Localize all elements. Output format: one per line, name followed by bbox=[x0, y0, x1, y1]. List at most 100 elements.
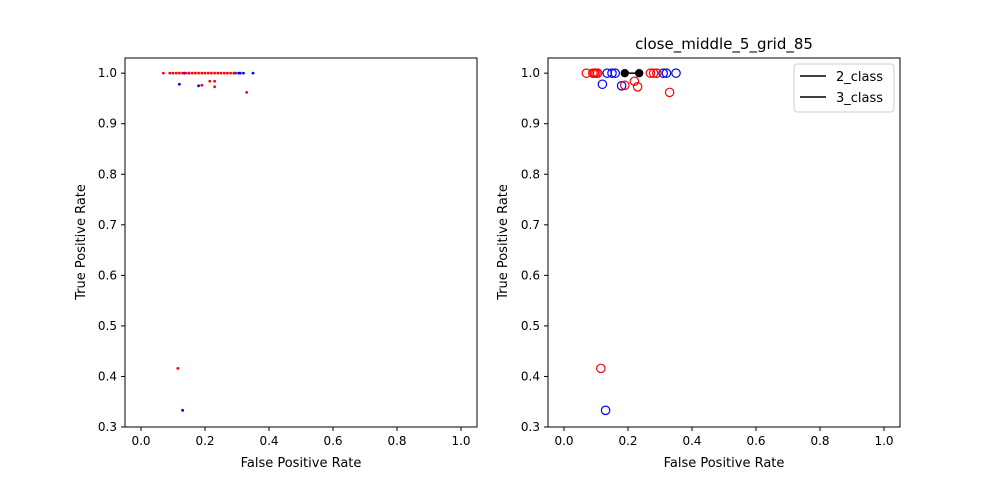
legend: 2_class 3_class bbox=[793, 63, 895, 113]
left-red-point bbox=[210, 71, 213, 75]
right-red-point bbox=[651, 68, 662, 78]
right-y-ticks: 0.3 0.4 0.5 0.6 0.7 0.8 0.9 1.0 bbox=[521, 66, 548, 434]
left-red-point bbox=[174, 71, 178, 75]
right-y-tick-label: 0.7 bbox=[521, 218, 540, 232]
left-y-tick-label: 0.3 bbox=[98, 420, 117, 434]
right-y-axis-label: True Positive Rate bbox=[496, 184, 511, 301]
left-y-tick-label: 0.8 bbox=[98, 167, 117, 181]
right-plot-frame bbox=[547, 57, 901, 428]
left-blue-point bbox=[181, 408, 185, 412]
right-blue-point bbox=[658, 68, 668, 78]
left-plot-frame bbox=[124, 57, 478, 428]
left-x-tick-label: 0.0 bbox=[131, 434, 150, 448]
left-x-tick-label: 0.6 bbox=[323, 434, 342, 448]
left-red-point bbox=[200, 71, 204, 75]
left-red-point bbox=[181, 71, 185, 75]
right-scatter-plot: close_middle_5_grid_85 0.0 0.2 0.4 0.6 0.8 1.… bbox=[496, 35, 901, 471]
right-red-point bbox=[595, 363, 606, 374]
right-blue-point bbox=[597, 79, 608, 90]
right-blue-point bbox=[610, 68, 620, 78]
left-y-ticks: 0.3 0.4 0.5 0.6 0.7 0.8 0.9 1.0 bbox=[98, 66, 125, 434]
left-blue-point bbox=[178, 82, 181, 86]
right-red-point bbox=[632, 82, 643, 92]
left-y-tick-label: 0.9 bbox=[98, 117, 117, 131]
right-red-point bbox=[619, 80, 630, 91]
left-red-point bbox=[213, 79, 217, 83]
left-y-axis-label: True Positive Rate bbox=[74, 184, 89, 301]
left-red-point bbox=[206, 71, 210, 75]
right-y-tick-label: 0.6 bbox=[521, 268, 540, 282]
left-red-point bbox=[213, 85, 217, 89]
right-blue-point bbox=[607, 68, 617, 78]
right-blue-point bbox=[600, 405, 611, 416]
left-red-point bbox=[171, 71, 175, 75]
right-y-tick-label: 0.5 bbox=[521, 319, 540, 333]
left-y-tick-label: 0.4 bbox=[98, 369, 117, 383]
legend-label-3-class: 3_class bbox=[836, 91, 883, 106]
right-x-tick-label: 0.0 bbox=[554, 434, 573, 448]
left-red-point bbox=[222, 71, 226, 75]
left-x-ticks: 0.0 0.2 0.4 0.6 0.8 1.0 bbox=[131, 427, 471, 448]
right-red-point bbox=[648, 68, 659, 78]
left-x-tick-label: 1.0 bbox=[451, 434, 470, 448]
left-red-point bbox=[187, 71, 191, 75]
right-red-point bbox=[664, 87, 675, 98]
left-red-point bbox=[162, 71, 165, 75]
left-x-tick-label: 0.4 bbox=[259, 434, 278, 448]
left-red-point bbox=[176, 366, 180, 370]
left-blue-point bbox=[242, 71, 245, 75]
right-x-tick-label: 1.0 bbox=[874, 434, 893, 448]
right-plot-title: close_middle_5_grid_85 bbox=[635, 35, 813, 54]
left-blue-point bbox=[197, 84, 201, 88]
left-red-point bbox=[245, 90, 249, 94]
left-red-point bbox=[226, 71, 229, 75]
left-plot-marks bbox=[162, 71, 255, 412]
right-y-tick-label: 0.8 bbox=[521, 167, 540, 181]
right-highlight-point bbox=[635, 68, 644, 78]
left-y-tick-label: 1.0 bbox=[98, 66, 117, 80]
right-x-tick-label: 0.6 bbox=[746, 434, 765, 448]
right-blue-point bbox=[616, 81, 627, 91]
left-x-tick-label: 0.2 bbox=[195, 434, 214, 448]
right-y-tick-label: 0.4 bbox=[521, 369, 540, 383]
left-red-point bbox=[216, 71, 220, 75]
left-red-point bbox=[194, 71, 197, 75]
right-red-point bbox=[592, 68, 603, 78]
left-red-point bbox=[200, 83, 204, 87]
right-y-tick-label: 1.0 bbox=[521, 66, 540, 80]
left-blue-point bbox=[251, 71, 255, 75]
right-highlight-point bbox=[620, 68, 629, 78]
left-y-tick-label: 0.7 bbox=[98, 218, 117, 232]
left-x-axis-label: False Positive Rate bbox=[241, 456, 362, 471]
left-scatter-plot: 0.0 0.2 0.4 0.6 0.8 1.0 0.3 0.4 0.5 0.6 0.7 0.8 0.9… bbox=[74, 57, 478, 471]
right-x-tick-label: 0.2 bbox=[618, 434, 637, 448]
left-red-point bbox=[197, 71, 201, 75]
right-red-point bbox=[645, 68, 656, 78]
left-red-point bbox=[219, 71, 223, 75]
left-y-tick-label: 0.6 bbox=[98, 268, 117, 282]
left-red-point bbox=[184, 71, 188, 75]
right-x-axis-label: False Positive Rate bbox=[664, 456, 785, 471]
left-red-point bbox=[232, 71, 236, 75]
left-x-tick-label: 0.8 bbox=[387, 434, 406, 448]
right-blue-point bbox=[661, 68, 672, 78]
left-red-point bbox=[208, 79, 212, 83]
right-blue-point bbox=[671, 68, 681, 78]
left-red-point bbox=[190, 71, 194, 75]
left-red-point bbox=[203, 71, 207, 75]
left-blue-point bbox=[238, 71, 242, 75]
legend-label-2-class: 2_class bbox=[836, 70, 883, 85]
right-x-tick-label: 0.4 bbox=[682, 434, 701, 448]
left-y-tick-label: 0.5 bbox=[98, 319, 117, 333]
right-y-tick-label: 0.9 bbox=[521, 117, 540, 131]
right-x-ticks: 0.0 0.2 0.4 0.6 0.8 1.0 bbox=[554, 427, 894, 448]
right-x-tick-label: 0.8 bbox=[810, 434, 829, 448]
right-plot-marks bbox=[581, 68, 681, 416]
right-y-tick-label: 0.3 bbox=[521, 420, 540, 434]
left-red-point bbox=[229, 71, 233, 75]
left-red-point bbox=[168, 71, 172, 75]
right-red-point bbox=[629, 76, 640, 87]
left-red-point bbox=[213, 71, 217, 75]
left-red-point bbox=[178, 71, 181, 75]
